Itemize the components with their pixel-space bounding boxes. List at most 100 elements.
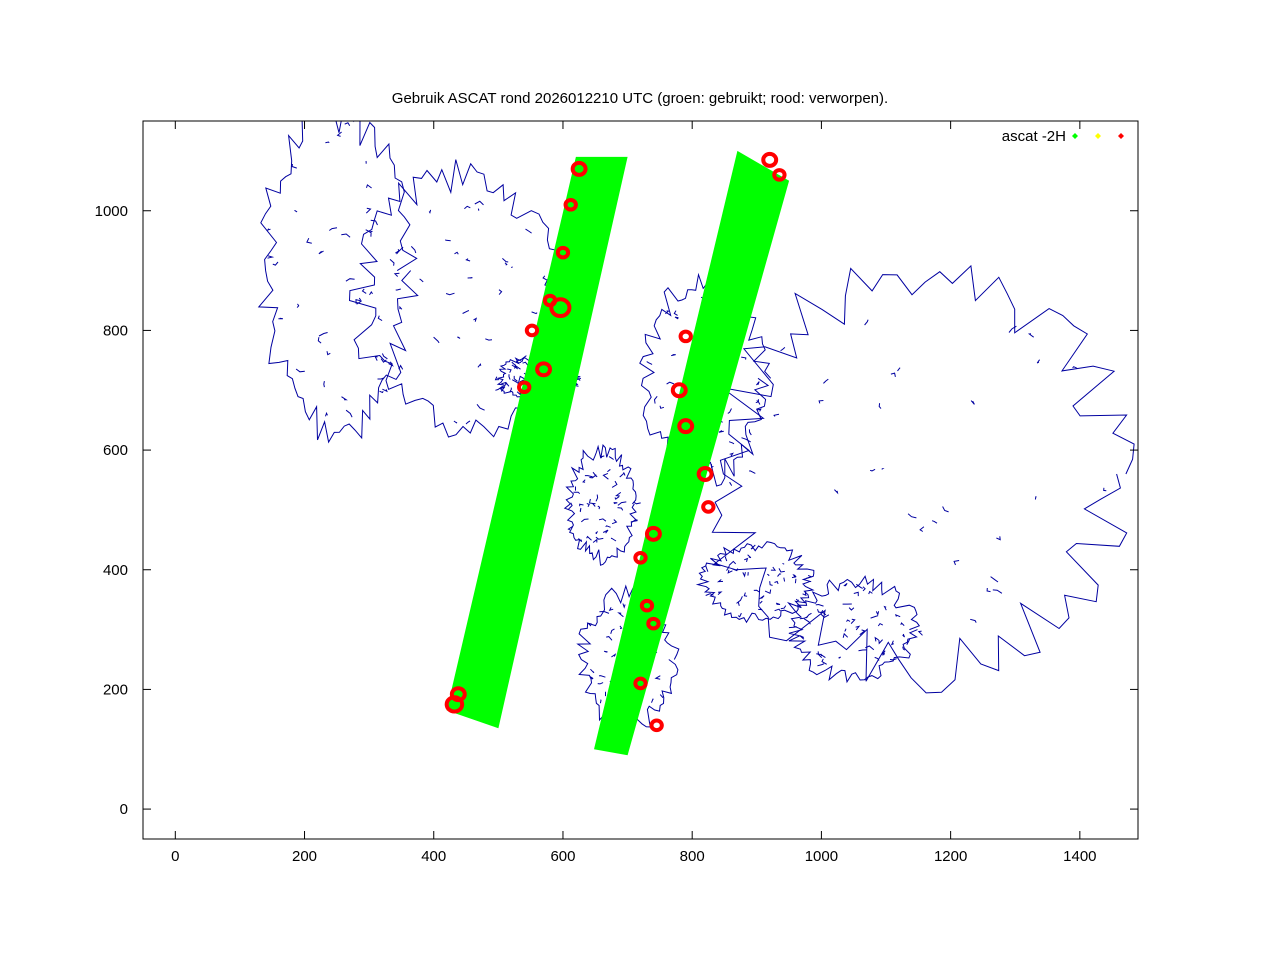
coastline-detail	[611, 653, 617, 658]
legend-marker	[1072, 133, 1078, 139]
legend-label: ascat -2H	[1002, 128, 1066, 145]
coastline-detail	[465, 258, 471, 262]
y-tick-label: 1000	[95, 203, 128, 220]
rejected-observations	[524, 323, 540, 338]
coastline-detail	[266, 228, 271, 231]
coastline-detail	[795, 598, 800, 602]
coastline-detail	[817, 609, 822, 614]
coastline-detail	[705, 593, 714, 596]
rejected-observations	[535, 361, 553, 378]
coastline-detail	[780, 347, 786, 352]
coastline-detail	[599, 610, 610, 614]
rejected-observations	[517, 380, 532, 395]
coastline-detail	[853, 591, 859, 597]
coastline-detail	[325, 141, 330, 144]
rejected-observations	[449, 686, 467, 703]
coastline-detail	[953, 560, 960, 566]
coastline-detail	[897, 367, 901, 372]
legend: ascat -2H	[1002, 128, 1124, 145]
coastline-detail	[780, 605, 787, 610]
coastline-detail	[568, 502, 573, 510]
coastline-detail	[369, 231, 372, 237]
coastline-detail	[344, 122, 351, 127]
coastline-detail	[464, 205, 471, 210]
coastline-detail	[579, 507, 582, 513]
used-observations	[594, 150, 790, 756]
rejected-observations	[646, 616, 661, 631]
rejected-observations	[633, 676, 648, 691]
coastline-detail	[756, 408, 762, 412]
coastline-detail	[749, 470, 756, 474]
rejected-observations	[696, 466, 714, 482]
coastline-detail	[705, 565, 709, 572]
coastline-detail	[295, 368, 305, 373]
coastline-detail	[380, 358, 387, 363]
coastline-detail	[783, 577, 786, 582]
coastline-detail	[507, 368, 512, 373]
coastline-detail	[653, 395, 658, 404]
coastline-detail	[743, 592, 748, 597]
x-tick-label: 600	[550, 848, 575, 865]
coastline-detail	[633, 501, 641, 505]
coastline-detail	[881, 652, 885, 656]
coastline-detail	[599, 699, 602, 704]
rejected-observations	[563, 197, 578, 212]
coastline-detail	[296, 303, 300, 308]
y-tick-label: 200	[103, 681, 128, 698]
coastline-detail	[370, 219, 378, 226]
coastline-detail	[726, 565, 730, 571]
coastline-detail	[591, 503, 596, 507]
coastline-detail	[605, 525, 611, 528]
coastline-detail	[651, 698, 654, 703]
coastline-detail	[717, 591, 723, 595]
coastline-detail	[741, 437, 751, 443]
coastline-detail	[990, 576, 999, 583]
coastline-detail	[465, 420, 471, 425]
coastline-detail	[495, 385, 504, 391]
coastline-detail	[586, 622, 592, 627]
coastline-map	[257, 121, 1135, 731]
coastline-detail	[906, 638, 911, 645]
coastline-detail	[382, 388, 388, 393]
coastline-detail	[716, 579, 724, 583]
y-tick-label: 400	[103, 562, 128, 579]
coastline-detail	[329, 227, 338, 231]
coastline-detail	[326, 351, 331, 356]
coastline-detail	[806, 574, 813, 579]
coastline-detail	[365, 229, 373, 233]
coastline-detail	[843, 583, 848, 587]
coastline-detail	[821, 610, 827, 616]
coastline-detail	[665, 310, 670, 315]
coastline-detail	[791, 574, 797, 579]
coastline-detail	[844, 628, 847, 632]
coastline-detail	[504, 382, 507, 387]
coastline-detail	[504, 262, 508, 266]
coastline-detail	[428, 209, 432, 214]
coastline-detail	[381, 353, 388, 360]
coastline-outline	[563, 444, 638, 566]
coastline-detail	[598, 675, 606, 678]
rejected-observations	[549, 297, 572, 319]
coastline-detail	[758, 608, 763, 611]
rejected-observations	[570, 160, 588, 177]
coastline-detail	[631, 519, 638, 523]
coastline-outline	[788, 575, 921, 684]
coastline-outline	[695, 541, 815, 624]
coastline-detail	[501, 381, 510, 387]
coastline-detail	[750, 544, 756, 550]
coastline-detail	[398, 364, 404, 370]
coastline-detail	[580, 518, 589, 523]
coastline-detail	[485, 338, 493, 341]
coastline-detail	[1103, 487, 1107, 492]
rejected-observations	[772, 168, 787, 182]
x-tick-label: 1200	[934, 848, 967, 865]
coastline-detail	[294, 210, 298, 213]
x-tick-label: 400	[421, 848, 446, 865]
coastline-detail	[454, 251, 459, 255]
coastline-detail	[615, 491, 622, 497]
coastline-detail	[748, 429, 752, 436]
coastline-detail	[659, 405, 665, 409]
coastline-detail	[890, 372, 896, 378]
coastline-detail	[842, 632, 849, 638]
